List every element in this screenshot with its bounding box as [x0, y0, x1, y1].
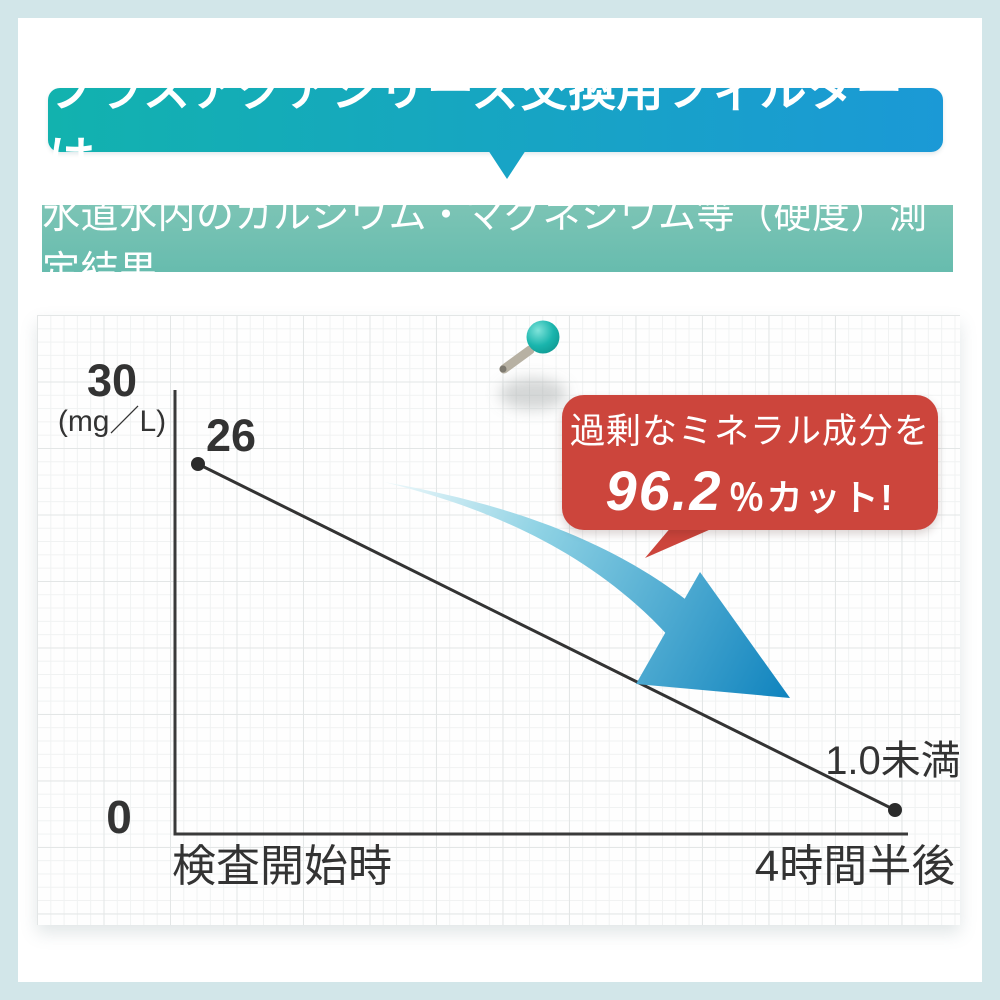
callout-percent-row: 96.2 ％カット! [606, 458, 895, 523]
y-axis-min-label: 0 [106, 791, 132, 843]
callout-bubble: 過剰なミネラル成分を 96.2 ％カット! [562, 395, 938, 530]
callout-percent-value: 96.2 [605, 458, 723, 522]
callout-percent-suffix: ％カット! [728, 476, 895, 518]
title-banner: プラスアクアシリーズ交換用フィルターは [48, 63, 943, 185]
x-axis-label-end: 4時間半後 [754, 842, 956, 891]
y-axis-unit-label: (mg／L) [57, 405, 167, 438]
callout-text: 過剰なミネラル成分を [569, 411, 930, 451]
page-title: プラスアクアシリーズ交換用フィルターは [48, 63, 904, 185]
title-banner-tail [488, 150, 526, 179]
chart-subtitle: 水道水内のカルシウム・マグネシウム等（硬度）測定結果 [42, 194, 928, 292]
y-axis-max-label: 30 [86, 355, 138, 406]
end-value-label: 1.0未満 [825, 739, 961, 783]
start-value-label: 26 [205, 410, 257, 461]
x-axis-label-start: 検査開始時 [172, 842, 392, 891]
subtitle-banner: 水道水内のカルシウム・マグネシウム等（硬度）測定結果 [42, 195, 953, 292]
